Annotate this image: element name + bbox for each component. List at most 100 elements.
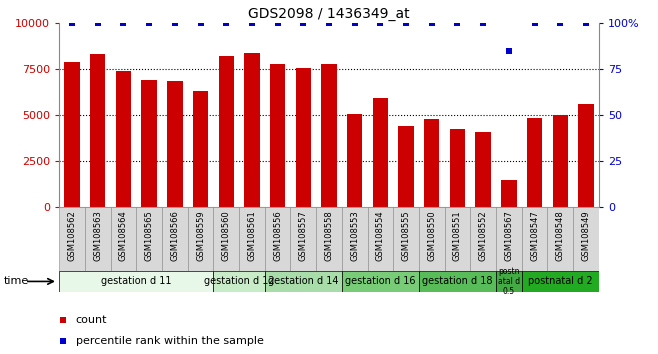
Point [478,20,488,26]
Point [401,20,411,26]
Bar [476,132,491,207]
FancyBboxPatch shape [419,271,496,292]
Bar [244,53,260,207]
FancyBboxPatch shape [496,207,522,271]
FancyBboxPatch shape [213,271,265,292]
FancyBboxPatch shape [59,207,85,271]
FancyBboxPatch shape [368,207,393,271]
Point [170,20,180,26]
Text: GSM108554: GSM108554 [376,210,385,261]
FancyBboxPatch shape [290,207,316,271]
Bar [372,98,388,207]
Bar [295,68,311,207]
Bar [141,80,157,207]
Point [67,20,78,26]
Bar [501,181,517,207]
FancyBboxPatch shape [342,271,419,292]
FancyBboxPatch shape [265,271,342,292]
FancyBboxPatch shape [136,207,162,271]
Bar [270,63,286,207]
FancyBboxPatch shape [188,207,213,271]
Bar [193,91,208,207]
Text: GSM108548: GSM108548 [556,210,565,261]
FancyBboxPatch shape [573,207,599,271]
Text: postnatal d 2: postnatal d 2 [528,276,593,286]
FancyBboxPatch shape [85,207,111,271]
FancyBboxPatch shape [393,207,419,271]
Text: GSM108549: GSM108549 [582,210,590,261]
Bar [218,56,234,207]
Bar [578,104,594,207]
Bar [321,63,337,207]
FancyBboxPatch shape [547,207,573,271]
Text: GSM108562: GSM108562 [68,210,76,261]
Text: GSM108565: GSM108565 [145,210,154,261]
FancyBboxPatch shape [522,207,547,271]
Bar [398,126,414,207]
Text: time: time [3,276,28,286]
Point [503,48,514,53]
Bar [527,118,542,207]
Bar [167,81,182,207]
Bar [424,119,440,207]
FancyBboxPatch shape [496,271,522,292]
Point [272,20,283,26]
FancyBboxPatch shape [342,207,368,271]
Point [144,20,155,26]
Point [195,20,206,26]
Point [529,20,540,26]
Text: GSM108552: GSM108552 [478,210,488,261]
Text: gestation d 16: gestation d 16 [345,276,416,286]
FancyBboxPatch shape [59,271,213,292]
Bar [64,62,80,207]
Bar [347,114,363,207]
FancyBboxPatch shape [162,207,188,271]
FancyBboxPatch shape [316,207,342,271]
Text: GSM108560: GSM108560 [222,210,231,261]
Text: count: count [76,315,107,325]
Text: GSM108559: GSM108559 [196,210,205,261]
Text: postn
atal d
0.5: postn atal d 0.5 [498,267,520,296]
Text: GSM108566: GSM108566 [170,210,180,261]
Text: GSM108567: GSM108567 [504,210,513,261]
Text: GSM108564: GSM108564 [119,210,128,261]
Text: GSM108556: GSM108556 [273,210,282,261]
FancyBboxPatch shape [419,207,445,271]
Text: gestation d 18: gestation d 18 [422,276,493,286]
Text: GSM108553: GSM108553 [350,210,359,261]
Text: GSM108561: GSM108561 [247,210,257,261]
Point [375,20,386,26]
Text: GSM108550: GSM108550 [427,210,436,261]
FancyBboxPatch shape [265,207,290,271]
Point [555,20,565,26]
Text: gestation d 11: gestation d 11 [101,276,172,286]
Point [324,20,334,26]
Text: GSM108551: GSM108551 [453,210,462,261]
Text: GSM108558: GSM108558 [324,210,334,261]
Bar [116,71,131,207]
Text: gestation d 14: gestation d 14 [268,276,339,286]
Bar [553,115,568,207]
Point [349,20,360,26]
Text: gestation d 12: gestation d 12 [204,276,274,286]
Text: GSM108557: GSM108557 [299,210,308,261]
Point [580,20,591,26]
FancyBboxPatch shape [470,207,496,271]
Text: GSM108555: GSM108555 [401,210,411,261]
Point [426,20,437,26]
Point [247,20,257,26]
FancyBboxPatch shape [213,207,239,271]
Point [452,20,463,26]
Bar [90,54,105,207]
Title: GDS2098 / 1436349_at: GDS2098 / 1436349_at [248,7,410,21]
Point [93,20,103,26]
FancyBboxPatch shape [522,271,599,292]
Text: GSM108563: GSM108563 [93,210,102,261]
FancyBboxPatch shape [445,207,470,271]
Point [118,20,129,26]
Text: GSM108547: GSM108547 [530,210,539,261]
Text: percentile rank within the sample: percentile rank within the sample [76,336,263,346]
FancyBboxPatch shape [239,207,265,271]
Bar [450,129,465,207]
FancyBboxPatch shape [111,207,136,271]
